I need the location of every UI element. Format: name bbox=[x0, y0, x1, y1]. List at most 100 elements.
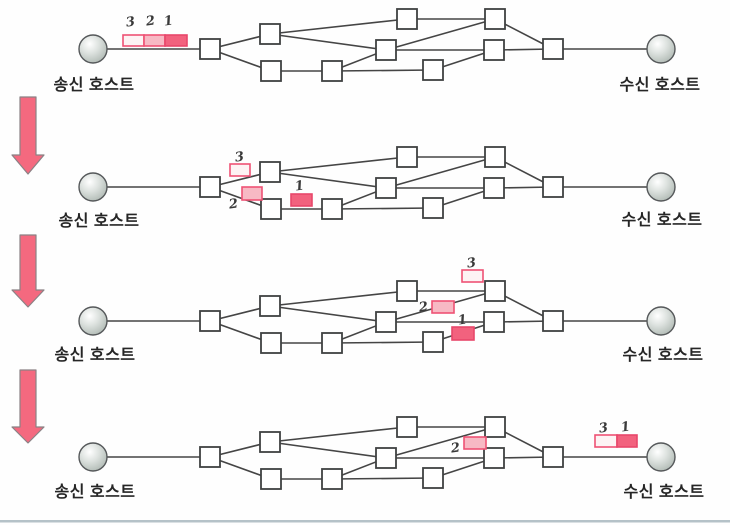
packet-2 bbox=[463, 436, 487, 450]
network-link bbox=[269, 171, 387, 189]
bottom-border bbox=[0, 520, 730, 523]
network-stage-3: 3 2 1 송신 호스트 수신 호스트 bbox=[54, 255, 703, 364]
router-node bbox=[199, 446, 221, 468]
network-link bbox=[385, 156, 496, 189]
packet-number-label: 2 bbox=[417, 299, 429, 315]
router-node bbox=[396, 416, 418, 438]
sender-host bbox=[78, 172, 108, 202]
packet-3 bbox=[461, 269, 484, 283]
network-link bbox=[331, 69, 434, 72]
router-node bbox=[484, 416, 506, 438]
router-node bbox=[396, 280, 418, 302]
router-node bbox=[199, 38, 221, 60]
router-node bbox=[542, 38, 564, 60]
router-node bbox=[483, 39, 505, 61]
router-node bbox=[321, 332, 343, 354]
router-node bbox=[259, 161, 281, 183]
network-link bbox=[385, 18, 496, 51]
packet-number-label: 2 bbox=[144, 13, 156, 29]
router-node bbox=[375, 447, 397, 469]
network-link bbox=[331, 207, 434, 210]
packet-3 bbox=[229, 163, 251, 177]
sender-host-label: 송신 호스트 bbox=[54, 346, 135, 364]
packet-1 bbox=[616, 434, 638, 448]
router-node bbox=[484, 8, 506, 30]
router-node bbox=[542, 176, 564, 198]
network-stage-4: 2 3 1 송신 호스트 수신 호스트 bbox=[54, 416, 704, 501]
router-node bbox=[422, 467, 444, 489]
receiver-host bbox=[646, 442, 676, 472]
sender-host bbox=[78, 34, 108, 64]
router-node bbox=[321, 60, 343, 82]
router-node bbox=[484, 146, 506, 168]
network-link bbox=[269, 18, 408, 35]
packet-number-label: 3 bbox=[466, 255, 477, 271]
router-node bbox=[321, 468, 343, 490]
router-node bbox=[260, 332, 282, 354]
router-node bbox=[375, 311, 397, 333]
network-link bbox=[269, 33, 387, 51]
packet-number-label: 1 bbox=[294, 178, 305, 194]
router-node bbox=[483, 177, 505, 199]
router-node bbox=[199, 310, 221, 332]
router-node bbox=[260, 60, 282, 82]
down-arrow-icon bbox=[11, 369, 45, 444]
router-node bbox=[396, 146, 418, 168]
sender-host-label: 송신 호스트 bbox=[53, 76, 134, 94]
packet-2 bbox=[143, 34, 166, 47]
sender-host-label: 송신 호스트 bbox=[54, 483, 135, 501]
down-arrow-icon bbox=[11, 234, 45, 308]
router-node bbox=[396, 8, 418, 30]
packet-2 bbox=[431, 300, 455, 314]
network-link bbox=[269, 441, 387, 459]
router-node bbox=[321, 198, 343, 220]
router-node bbox=[542, 310, 564, 332]
router-node bbox=[483, 311, 505, 333]
router-node bbox=[259, 23, 281, 45]
sender-host bbox=[78, 306, 108, 336]
router-node bbox=[260, 198, 282, 220]
packet-3 bbox=[594, 434, 618, 448]
router-node bbox=[259, 431, 281, 453]
network-stage-1: 3 2 1 송신 호스트 수신 호스트 bbox=[53, 8, 700, 94]
router-node bbox=[484, 280, 506, 302]
receiver-host bbox=[646, 306, 676, 336]
packet-number-label: 3 bbox=[234, 149, 245, 165]
router-node bbox=[542, 446, 564, 468]
router-node bbox=[422, 331, 444, 353]
network-link bbox=[269, 156, 408, 173]
router-node bbox=[375, 177, 397, 199]
packet-number-label: 1 bbox=[457, 312, 468, 328]
router-node bbox=[422, 59, 444, 81]
down-arrow-icon bbox=[11, 96, 45, 175]
packet-number-label: 1 bbox=[163, 13, 174, 29]
receiver-host-label: 수신 호스트 bbox=[619, 76, 700, 94]
receiver-host bbox=[646, 34, 676, 64]
network-link bbox=[385, 426, 496, 459]
receiver-host-label: 수신 호스트 bbox=[623, 483, 704, 501]
packet-3 bbox=[122, 34, 145, 47]
network-link bbox=[269, 426, 408, 443]
router-node bbox=[422, 197, 444, 219]
packet-1 bbox=[164, 34, 188, 47]
packet-number-label: 3 bbox=[598, 420, 609, 436]
packet-number-label: 3 bbox=[125, 14, 136, 30]
packet-1 bbox=[290, 193, 313, 207]
packet-2 bbox=[241, 186, 263, 201]
packet-number-label: 2 bbox=[449, 440, 461, 456]
sender-host-label: 송신 호스트 bbox=[58, 212, 139, 230]
router-node bbox=[199, 176, 221, 198]
network-link bbox=[331, 341, 434, 344]
network-link bbox=[269, 305, 387, 323]
network-link bbox=[269, 290, 408, 307]
router-node bbox=[260, 468, 282, 490]
sender-host bbox=[78, 442, 108, 472]
receiver-host-label: 수신 호스트 bbox=[622, 346, 703, 364]
network-stage-2: 3 2 1 송신 호스트 수신 호스트 bbox=[58, 146, 702, 230]
packet-number-label: 1 bbox=[620, 419, 631, 435]
router-node bbox=[259, 295, 281, 317]
receiver-host-label: 수신 호스트 bbox=[621, 211, 702, 229]
router-node bbox=[375, 39, 397, 61]
